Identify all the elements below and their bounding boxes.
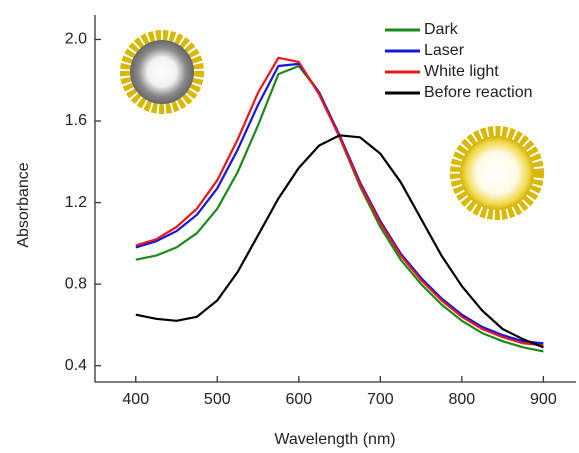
x-axis-title: Wavelength (nm) [274,431,395,448]
x-tick-label: 900 [530,391,557,408]
particle-grey [120,30,204,114]
y-tick-label: 0.8 [65,275,87,292]
y-tick-label: 2.0 [65,31,87,48]
x-tick-label: 700 [367,391,394,408]
legend-label: Laser [424,42,465,59]
axes [94,15,576,383]
x-tick-label: 500 [204,391,231,408]
y-tick-label: 0.4 [65,357,87,374]
y-tick-label: 1.6 [65,112,87,129]
series-line [135,56,544,347]
y-tick-label: 1.2 [65,194,87,211]
x-tick-label: 800 [449,391,476,408]
series-line [135,134,544,349]
legend-label: White light [424,63,499,80]
legend-label: Dark [424,21,459,38]
x-tick-label: 600 [285,391,312,408]
legend-label: Before reaction [424,84,533,101]
y-axis-title: Absorbance [15,162,32,247]
x-tick-label: 400 [122,391,149,408]
particle-hollow [450,126,544,220]
